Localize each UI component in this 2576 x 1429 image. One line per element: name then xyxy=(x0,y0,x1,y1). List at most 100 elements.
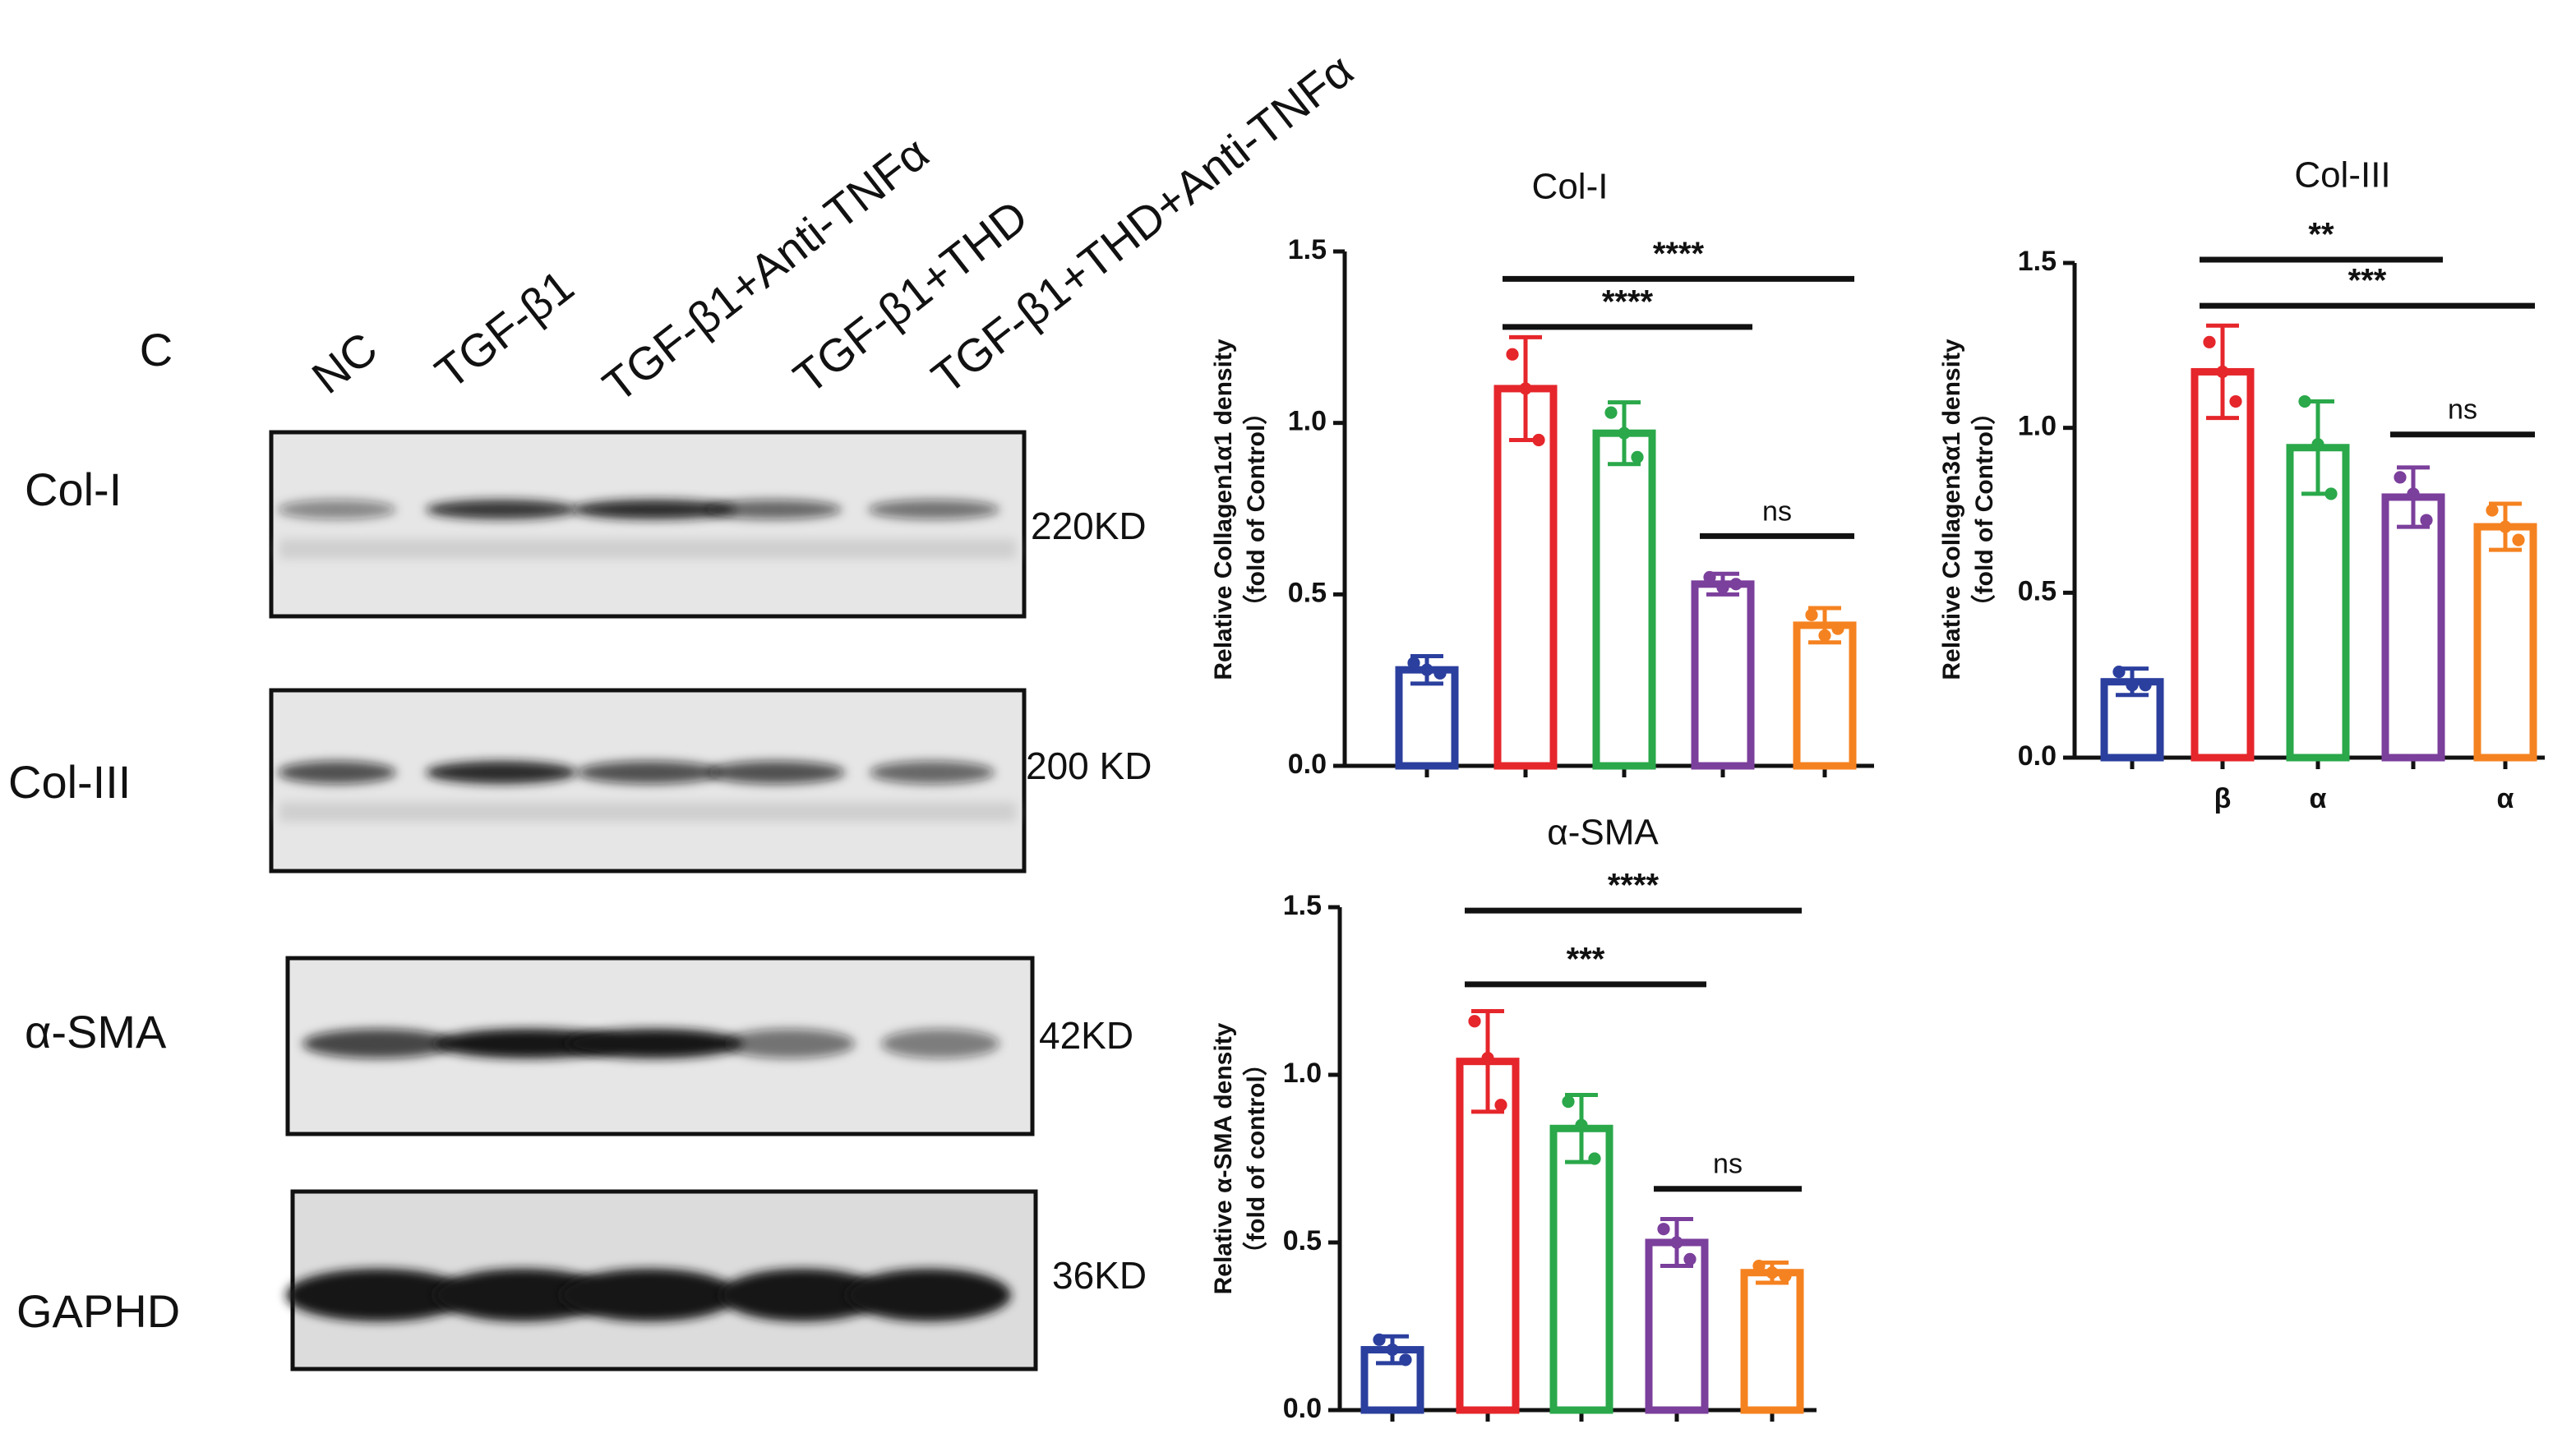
significance-label: **** xyxy=(1602,283,1654,320)
y-tick-label: 1.0 xyxy=(1288,406,1327,437)
chart-title: Col-I xyxy=(1532,167,1609,207)
significance-label: ** xyxy=(2308,217,2334,253)
x-tick-label: α xyxy=(2497,783,2514,814)
panel-label: C xyxy=(140,324,173,376)
data-point xyxy=(2420,514,2433,527)
band xyxy=(278,500,396,519)
data-point xyxy=(1657,1223,1670,1236)
data-point xyxy=(1532,433,1545,447)
y-axis-label: （fold of Control） xyxy=(1970,400,1998,620)
significance-label: ns xyxy=(2448,394,2477,426)
chart-title: Col-III xyxy=(2294,155,2390,196)
y-tick-label: 0.0 xyxy=(1283,1393,1322,1424)
y-tick-label: 0.0 xyxy=(2018,740,2057,772)
size-label: 36KD xyxy=(1052,1254,1147,1297)
band xyxy=(561,1269,738,1321)
band xyxy=(847,1269,1011,1321)
protein-label: GAPHD xyxy=(16,1285,180,1337)
band xyxy=(434,1269,612,1321)
data-point xyxy=(1575,1118,1588,1132)
band xyxy=(302,1029,454,1058)
y-tick-label: 0.5 xyxy=(1288,577,1327,608)
y-tick-label: 0.5 xyxy=(2018,575,2057,606)
y-axis-label: （fold of Control） xyxy=(1242,400,1270,620)
data-point xyxy=(2112,666,2126,679)
band xyxy=(566,1029,743,1058)
data-point xyxy=(1766,1266,1779,1279)
data-point xyxy=(2499,520,2512,533)
band xyxy=(426,500,577,519)
band xyxy=(286,1269,470,1321)
data-point xyxy=(1670,1236,1683,1249)
lane-label: TGF-β1 xyxy=(426,260,584,399)
significance-label: *** xyxy=(1567,941,1605,977)
size-label: 42KD xyxy=(1039,1014,1133,1057)
data-point xyxy=(2311,438,2324,451)
data-point xyxy=(2139,679,2152,692)
data-point xyxy=(2407,487,2420,500)
band xyxy=(704,500,842,519)
data-point xyxy=(1494,1099,1507,1112)
data-point xyxy=(1831,622,1844,635)
size-label: 220KD xyxy=(1031,505,1147,547)
significance-label: *** xyxy=(2348,263,2387,299)
protein-label: Col-I xyxy=(25,463,122,515)
band xyxy=(707,761,845,784)
y-axis-label: Relative Collagen1α1 density xyxy=(1210,339,1237,680)
bar xyxy=(1691,580,1755,770)
band xyxy=(572,500,736,519)
data-point xyxy=(1752,1259,1766,1273)
data-point xyxy=(2298,394,2311,408)
band xyxy=(434,1029,625,1058)
data-point xyxy=(1683,1252,1697,1265)
y-axis-label: Relative Collagen3α1 density xyxy=(1938,339,1965,680)
bar xyxy=(2381,493,2445,762)
data-point xyxy=(2229,394,2242,408)
data-point xyxy=(1562,1095,1575,1109)
band xyxy=(278,761,396,784)
data-point xyxy=(1588,1152,1601,1165)
bar xyxy=(1395,666,1459,770)
bar xyxy=(1493,385,1558,770)
significance-label: ns xyxy=(1762,496,1792,527)
bar xyxy=(1592,429,1656,770)
y-tick-label: 1.5 xyxy=(1288,234,1327,265)
data-point xyxy=(1373,1333,1386,1346)
blot-background xyxy=(269,430,1027,619)
significance-label: **** xyxy=(1608,868,1660,904)
data-point xyxy=(1519,382,1532,395)
x-tick-label: α xyxy=(2310,783,2327,814)
data-point xyxy=(1631,450,1644,464)
blot-haze xyxy=(279,539,1016,559)
data-point xyxy=(1618,426,1631,440)
data-point xyxy=(2512,533,2525,546)
lane-label: NC xyxy=(302,322,387,403)
data-point xyxy=(2394,471,2407,484)
data-point xyxy=(1703,570,1716,584)
data-point xyxy=(2486,504,2499,517)
data-point xyxy=(1716,581,1729,594)
data-point xyxy=(1805,608,1818,621)
bar xyxy=(1793,621,1857,770)
y-tick-label: 0.0 xyxy=(1288,749,1327,780)
protein-label: Col-III xyxy=(8,756,131,808)
data-point xyxy=(1433,666,1447,680)
data-point xyxy=(1506,348,1519,361)
data-point xyxy=(2126,679,2139,692)
y-tick-label: 1.5 xyxy=(2018,246,2057,277)
significance-label: **** xyxy=(1653,236,1705,272)
band xyxy=(868,500,999,519)
data-point xyxy=(1407,657,1420,670)
bar xyxy=(2473,523,2537,762)
data-point xyxy=(1468,1015,1481,1028)
data-point xyxy=(1779,1270,1792,1283)
y-tick-label: 1.0 xyxy=(1283,1058,1322,1089)
protein-label: α-SMA xyxy=(25,1006,167,1058)
y-axis-label: Relative α-SMA density xyxy=(1210,1022,1237,1294)
band xyxy=(870,761,995,784)
data-point xyxy=(1420,663,1433,676)
band xyxy=(881,1029,999,1058)
data-point xyxy=(2324,487,2338,500)
data-point xyxy=(2203,335,2216,348)
data-point xyxy=(1386,1343,1399,1357)
